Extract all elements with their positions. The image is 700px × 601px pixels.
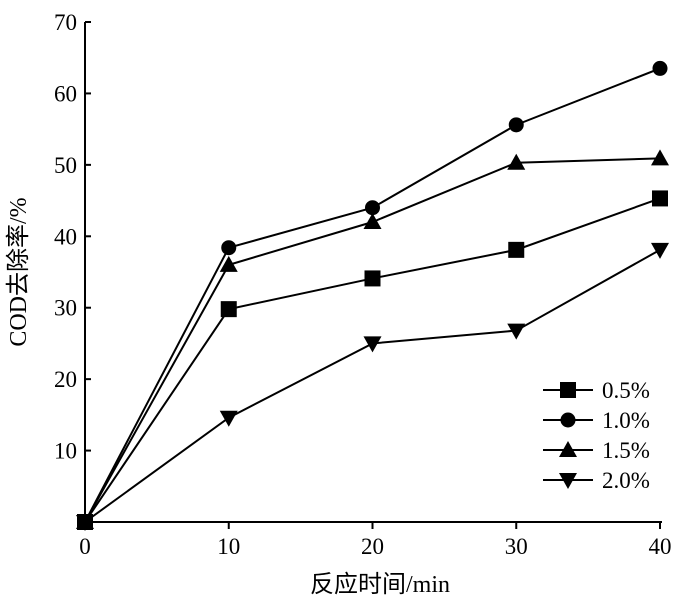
series-layer <box>76 60 669 531</box>
data-point <box>363 213 382 229</box>
y-tick-label: 40 <box>54 224 77 249</box>
data-point <box>219 410 238 427</box>
x-tick-label: 20 <box>361 534 384 559</box>
x-tick-label: 30 <box>505 534 528 559</box>
data-point <box>364 270 381 287</box>
data-point <box>219 255 238 272</box>
data-point <box>651 242 669 259</box>
data-point <box>651 149 669 166</box>
legend-marker <box>559 473 577 489</box>
series-1 <box>77 190 668 530</box>
data-point <box>365 200 380 216</box>
legend-label: 1.5% <box>602 438 650 463</box>
data-point <box>507 153 526 170</box>
x-tick-label: 0 <box>79 534 91 559</box>
data-point <box>652 60 668 76</box>
data-point <box>363 336 382 353</box>
x-tick-label: 40 <box>649 534 672 559</box>
y-tick-label: 70 <box>54 10 77 35</box>
data-point <box>508 241 525 258</box>
data-point <box>507 323 526 340</box>
y-tick-label: 10 <box>54 439 77 464</box>
series-3 <box>76 149 669 529</box>
legend-item-4: 2.0% <box>543 468 650 493</box>
legend: 0.5% 1.0% 1.5% 2.0% <box>543 378 650 493</box>
x-tick-label: 10 <box>217 534 240 559</box>
y-tick-label: 30 <box>54 296 77 321</box>
data-point <box>220 301 237 318</box>
y-tick-label: 20 <box>54 367 77 392</box>
legend-label: 0.5% <box>602 378 650 403</box>
legend-marker <box>560 382 576 398</box>
legend-label: 1.0% <box>602 408 650 433</box>
series-4 <box>76 242 669 531</box>
x-axis-label: 反应时间/min <box>310 571 450 598</box>
data-point <box>652 190 668 207</box>
ticks: 10 20 30 40 50 60 70 0 10 20 30 40 <box>54 10 672 559</box>
legend-marker <box>559 441 577 457</box>
series-2 <box>77 60 668 530</box>
legend-item-1: 0.5% <box>543 378 650 403</box>
data-point <box>221 240 237 256</box>
data-point <box>508 117 524 133</box>
legend-marker <box>560 412 576 428</box>
legend-item-3: 1.5% <box>543 438 650 463</box>
y-tick-label: 60 <box>54 81 77 106</box>
y-tick-label: 50 <box>54 153 77 178</box>
legend-item-2: 1.0% <box>543 408 650 433</box>
y-axis-label: COD去除率/% <box>5 197 32 346</box>
data-point <box>76 515 94 531</box>
legend-label: 2.0% <box>602 468 650 493</box>
